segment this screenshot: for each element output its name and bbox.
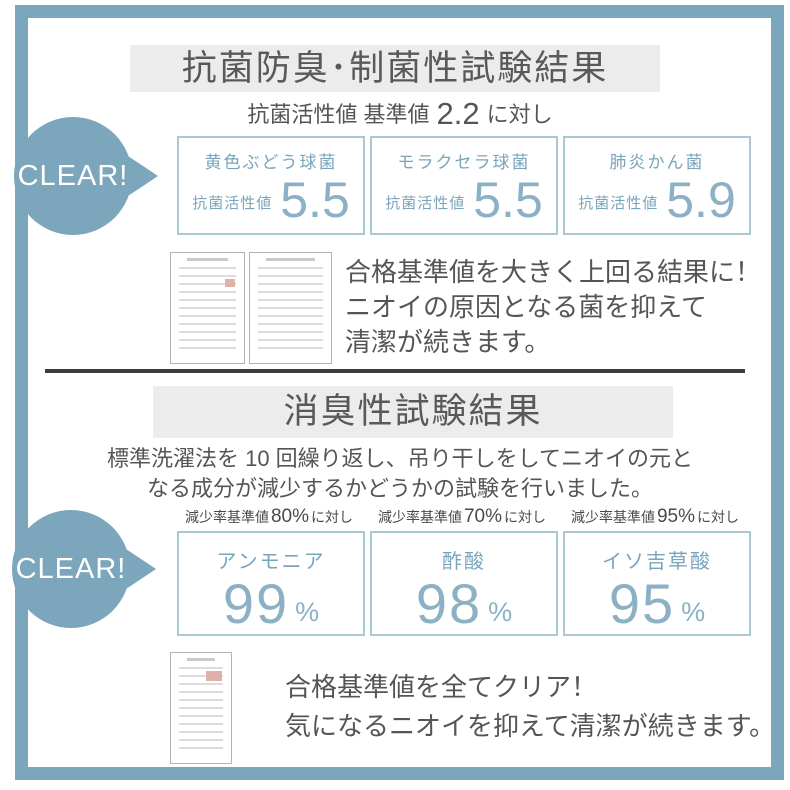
- substance-name: 酢酸: [442, 551, 486, 573]
- activity-value: 5.9: [666, 172, 736, 228]
- result-card-acetic-acid: 酢酸 98 %: [370, 531, 558, 636]
- metric-label: 抗菌活性値: [192, 195, 273, 212]
- clear-badge: CLEAR!: [14, 117, 158, 235]
- badge-pointer-icon: [128, 156, 158, 196]
- subtitle-post: に対し: [486, 102, 553, 127]
- metric-label: 抗菌活性値: [385, 195, 466, 212]
- section1-title: 抗菌防臭･制菌性試験結果: [130, 45, 660, 92]
- subtitle-standard-value: 2.2: [436, 96, 480, 131]
- reduction-value: 98: [415, 572, 483, 635]
- report-stamp: [225, 279, 235, 287]
- activity-value: 5.5: [473, 172, 543, 228]
- reduction-value: 99: [222, 572, 290, 635]
- section1-note: 合格基準値を大きく上回る結果に！ ニオイの原因となる菌を抑えて 清潔が続きます。: [345, 255, 761, 360]
- metric-label: 抗菌活性値: [578, 195, 659, 212]
- criteria-label: 減少率基準値 70% に対し: [377, 506, 547, 527]
- section2-note: 合格基準値を全てクリア！ 気になるニオイを抑えて清潔が続きます。: [285, 668, 775, 746]
- note-line: 清潔が続きます。: [345, 327, 551, 357]
- percent-unit: %: [681, 597, 706, 627]
- section2-subtitle: 標準洗濯法を 10 回繰り返し、吊り干しをしてニオイの元と なる成分が減少するか…: [60, 444, 740, 504]
- result-card-moraxella: モラクセラ球菌 抗菌活性値 5.5: [370, 136, 558, 235]
- report-stamp: [206, 671, 222, 681]
- subtitle-line: なる成分が減少するかどうかの試験を行いました。: [146, 476, 653, 501]
- note-line: ニオイの原因となる菌を抑えて: [345, 292, 707, 322]
- bacteria-name: モラクセラ球菌: [397, 153, 531, 172]
- subtitle-line: 標準洗濯法を 10 回繰り返し、吊り干しをしてニオイの元と: [106, 446, 694, 471]
- note-line: 合格基準値を大きく上回る結果に！: [345, 257, 762, 287]
- substance-name: イソ吉草酸: [602, 551, 712, 573]
- criteria-label: 減少率基準値 95% に対し: [570, 506, 740, 527]
- clear-badge-label: CLEAR!: [17, 159, 129, 192]
- clear-badge: CLEAR!: [12, 510, 156, 628]
- result-card-isovaleric-acid: イソ吉草酸 95 %: [563, 531, 751, 636]
- subtitle-pre: 抗菌活性値 基準値: [247, 102, 430, 127]
- test-report-thumbnail: [170, 252, 245, 364]
- note-line: 気になるニオイを抑えて清潔が続きます。: [285, 711, 776, 741]
- result-card-pneumonia: 肺炎かん菌 抗菌活性値 5.9: [563, 136, 751, 235]
- section-divider: [45, 369, 745, 373]
- percent-unit: %: [295, 597, 320, 627]
- test-report-thumbnail: [170, 652, 232, 764]
- result-card-staph: 黄色ぶどう球菌 抗菌活性値 5.5: [177, 136, 365, 235]
- criteria-label: 減少率基準値 80% に対し: [184, 506, 354, 527]
- badge-pointer-icon: [126, 549, 156, 589]
- section1-subtitle: 抗菌活性値 基準値 2.2 に対し: [120, 96, 680, 132]
- clear-badge-label: CLEAR!: [15, 552, 127, 585]
- result-card-ammonia: アンモニア 99 %: [177, 531, 365, 636]
- section2-title: 消臭性試験結果: [153, 386, 673, 438]
- bacteria-name: 黄色ぶどう球菌: [204, 153, 338, 172]
- reduction-value: 95: [608, 572, 676, 635]
- substance-name: アンモニア: [216, 551, 326, 573]
- test-report-thumbnail: [249, 252, 332, 364]
- bacteria-name: 肺炎かん菌: [609, 153, 705, 172]
- note-line: 合格基準値を全てクリア！: [285, 672, 598, 702]
- activity-value: 5.5: [280, 172, 350, 228]
- percent-unit: %: [488, 597, 513, 627]
